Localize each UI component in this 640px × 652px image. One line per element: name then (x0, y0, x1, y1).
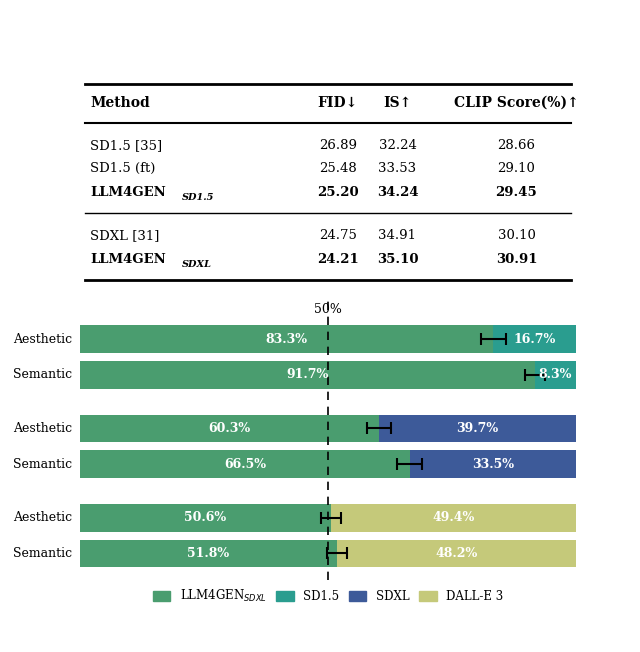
Text: SD1.5 (ft): SD1.5 (ft) (90, 162, 156, 175)
Text: 30.10: 30.10 (497, 229, 536, 242)
Text: LLM4GEN: LLM4GEN (90, 186, 166, 199)
Text: 29.10: 29.10 (497, 162, 536, 175)
Text: 16.7%: 16.7% (513, 333, 556, 346)
Text: 66.5%: 66.5% (224, 458, 266, 471)
Text: 34.91: 34.91 (378, 229, 417, 242)
Bar (337, 540, 576, 567)
Text: 35.10: 35.10 (377, 254, 418, 267)
Text: Semantic: Semantic (13, 547, 72, 560)
Text: 33.5%: 33.5% (472, 458, 514, 471)
Bar (493, 325, 576, 353)
Text: FID↓: FID↓ (318, 96, 358, 110)
Text: IS↑: IS↑ (383, 96, 412, 110)
Text: 49.4%: 49.4% (433, 511, 475, 524)
Bar (331, 504, 576, 531)
Bar (80, 325, 493, 353)
Text: SDXL [31]: SDXL [31] (90, 229, 159, 242)
Text: 83.3%: 83.3% (266, 333, 308, 346)
Text: 24.75: 24.75 (319, 229, 357, 242)
Text: 60.3%: 60.3% (209, 422, 251, 435)
Text: 30.91: 30.91 (496, 254, 537, 267)
Bar (80, 540, 337, 567)
Text: 24.21: 24.21 (317, 254, 359, 267)
Text: 50%: 50% (314, 303, 342, 316)
Legend: LLM4GEN$_{SDXL}$, SD1.5, SDXL, DALL-E 3: LLM4GEN$_{SDXL}$, SD1.5, SDXL, DALL-E 3 (148, 583, 508, 609)
Bar (80, 451, 410, 478)
Text: Semantic: Semantic (13, 368, 72, 381)
Text: 25.48: 25.48 (319, 162, 356, 175)
Bar (379, 415, 576, 442)
Text: Aesthetic: Aesthetic (13, 511, 72, 524)
Text: SDXL: SDXL (182, 261, 212, 269)
Text: 32.24: 32.24 (378, 139, 417, 152)
Text: Semantic: Semantic (13, 458, 72, 471)
Text: CLIP Score(%)↑: CLIP Score(%)↑ (454, 96, 579, 110)
Text: 26.89: 26.89 (319, 139, 357, 152)
Text: 51.8%: 51.8% (188, 547, 230, 560)
Text: LLM4GEN: LLM4GEN (90, 254, 166, 267)
Text: SD1.5 [35]: SD1.5 [35] (90, 139, 162, 152)
Text: 48.2%: 48.2% (435, 547, 477, 560)
Text: SD1.5: SD1.5 (182, 193, 214, 202)
Bar (535, 361, 576, 389)
Bar (410, 451, 576, 478)
Text: 33.53: 33.53 (378, 162, 417, 175)
Text: 91.7%: 91.7% (286, 368, 328, 381)
Text: 50.6%: 50.6% (184, 511, 227, 524)
Bar (80, 361, 535, 389)
Bar (80, 415, 379, 442)
Text: 8.3%: 8.3% (539, 368, 572, 381)
Bar (80, 504, 331, 531)
Text: 34.24: 34.24 (376, 186, 419, 199)
Text: 29.45: 29.45 (495, 186, 538, 199)
Text: 39.7%: 39.7% (456, 422, 499, 435)
Text: 28.66: 28.66 (497, 139, 536, 152)
Text: 25.20: 25.20 (317, 186, 359, 199)
Text: Aesthetic: Aesthetic (13, 422, 72, 435)
Text: Method: Method (90, 96, 150, 110)
Text: Aesthetic: Aesthetic (13, 333, 72, 346)
